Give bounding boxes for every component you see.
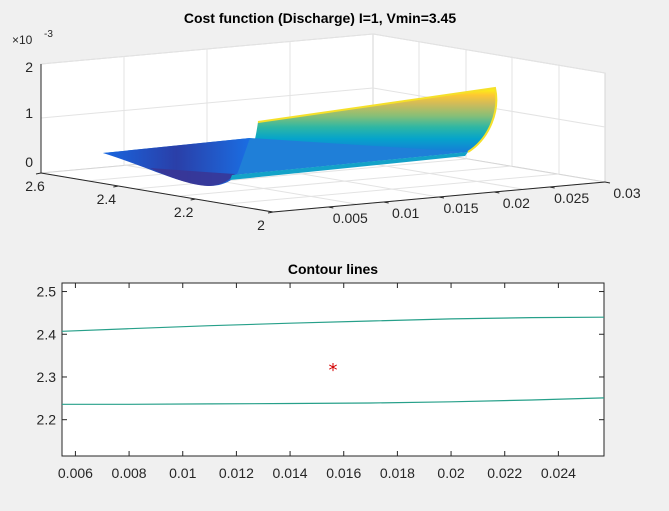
contour-y-tick-label-1: 2.3: [37, 369, 57, 385]
contour-lines: [61, 316, 605, 405]
contour-x-tick-label-3: 0.012: [219, 465, 254, 481]
x-tick-mark-2: [438, 196, 445, 199]
y-tick-label-0: 2: [257, 217, 265, 233]
surface-title: Cost function (Discharge) I=1, Vmin=3.45: [184, 10, 457, 26]
y-tick-mark-2: [113, 185, 119, 188]
z-tick-label-2: 2: [25, 59, 33, 75]
min-marker-star: *: [329, 360, 338, 381]
contour-x-tick-label-8: 0.022: [487, 465, 522, 481]
surface-z-exponent: ×10 -3: [12, 29, 53, 47]
y-tick-mark-1: [190, 198, 196, 201]
contour-x-tick-label-5: 0.016: [326, 465, 361, 481]
y-tick-label-1: 2.2: [174, 204, 194, 220]
y-tick-label-2: 2.4: [97, 191, 117, 207]
x-tick-label-1: 0.01: [392, 205, 419, 221]
contour-y-tick-label-3: 2.5: [37, 284, 57, 300]
y-tick-label-3: 2.6: [25, 178, 45, 194]
surface-lower-band: [230, 152, 468, 180]
x-tick-mark-1: [383, 201, 389, 204]
contour-y-tick-label-0: 2.2: [37, 412, 57, 428]
contour-title: Contour lines: [288, 261, 378, 277]
z-tick-label-1: 1: [25, 105, 33, 121]
x-tick-label-3: 0.02: [503, 195, 530, 211]
contour-x-tick-label-2: 0.01: [169, 465, 196, 481]
contour-x-tick-label-6: 0.018: [380, 465, 415, 481]
x-tick-label-5: 0.03: [613, 185, 640, 201]
x-tick-mark-0: [328, 206, 334, 209]
surface-rising-edge: [257, 86, 498, 153]
surface-plot: 0 1 2 2 2.2 2.4 2.6 0.005 0.01 0.015 0.02 0.025 0.03…: [12, 10, 641, 233]
z-tick-label-0: 0: [25, 154, 33, 170]
contour-x-tick-label-1: 0.008: [112, 465, 147, 481]
x-tick-mark-3: [494, 191, 500, 194]
contour-x-tick-label-9: 0.024: [541, 465, 576, 481]
surface-valley-shade: [150, 168, 235, 186]
x-tick-label-4: 0.025: [554, 190, 589, 206]
surface-tick-labels: 0 1 2 2 2.2 2.4 2.6 0.005 0.01 0.015 0.02 0.025 0.03: [25, 59, 641, 233]
contour-line-1: [62, 397, 605, 405]
contour-tick-marks: 0.006 0.008 0.01 0.012 0.014 0.016 0.018 0.02 0.…: [37, 283, 604, 481]
contour-line-0: [61, 316, 605, 332]
x-tick-mark-5: [604, 181, 611, 184]
y-tick-mark-3: [35, 172, 42, 175]
z-exponent-power: -3: [44, 29, 53, 40]
y-tick-mark-0: [267, 211, 274, 214]
contour-x-tick-label-0: 0.006: [58, 465, 93, 481]
x-tick-label-2: 0.015: [443, 200, 478, 216]
contour-y-tick-label-2: 2.4: [37, 326, 57, 342]
contour-x-tick-label-7: 0.02: [437, 465, 464, 481]
x-tick-mark-4: [549, 186, 555, 189]
contour-x-tick-label-4: 0.014: [273, 465, 308, 481]
contour-min-marker: *: [329, 360, 338, 381]
x-tick-label-0: 0.005: [333, 210, 368, 226]
z-exponent-base: ×10: [12, 33, 33, 47]
contour-plot: Contour lines 0.006 0.008 0.01 0.012 0.014 0.…: [37, 261, 605, 481]
contour-axes-box: [61, 282, 605, 457]
